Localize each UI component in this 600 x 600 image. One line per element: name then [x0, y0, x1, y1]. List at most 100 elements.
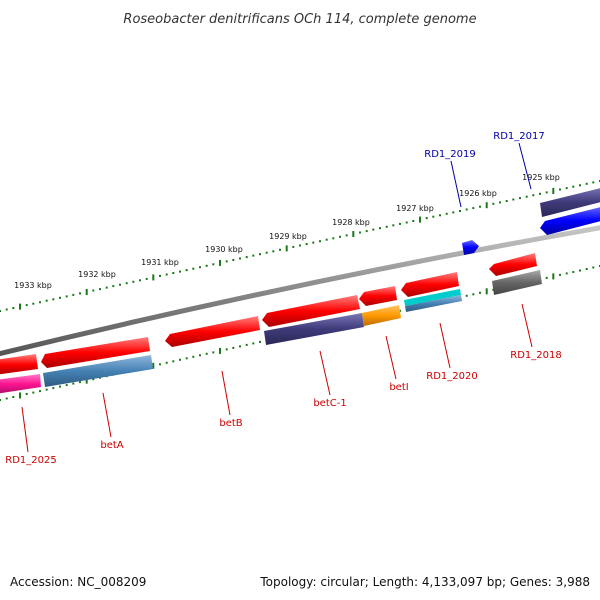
minor-tick — [0, 310, 1, 312]
minor-tick — [245, 343, 248, 346]
cds-arrow-betb — [165, 316, 260, 347]
minor-tick — [212, 263, 215, 266]
minor-tick — [192, 355, 195, 358]
minor-tick — [252, 254, 255, 257]
feature-bar-cyan — [404, 289, 461, 306]
minor-tick — [39, 301, 41, 304]
minor-tick — [592, 181, 595, 184]
minor-tick — [292, 245, 295, 248]
minor-tick — [439, 214, 441, 217]
feature-track-right — [462, 188, 600, 255]
minor-tick — [159, 274, 161, 277]
minor-tick — [505, 200, 508, 202]
minor-tick — [445, 212, 448, 215]
gene-label-beti: betI — [389, 382, 408, 393]
minor-tick — [199, 354, 201, 357]
minor-tick — [45, 388, 48, 391]
kbp-label: 1925 kbp — [522, 173, 560, 182]
minor-tick — [5, 397, 8, 400]
minor-tick — [32, 391, 35, 394]
feature-bar-gray — [492, 270, 542, 295]
minor-tick — [525, 195, 528, 198]
minor-tick — [459, 210, 461, 212]
minor-tick — [559, 273, 561, 276]
minor-tick — [372, 228, 375, 231]
minor-tick — [172, 272, 175, 274]
feature-bar-steel — [43, 355, 153, 387]
minor-tick — [572, 271, 575, 273]
kbp-label: 1933 kbp — [14, 281, 52, 290]
cds-arrow-beta — [41, 337, 150, 368]
kbp-label: 1930 kbp — [205, 245, 243, 254]
feature-bar-pink — [0, 374, 41, 394]
minor-tick — [479, 205, 481, 208]
minor-tick — [305, 243, 308, 246]
minor-tick — [499, 201, 501, 204]
minor-tick — [179, 358, 181, 361]
minor-tick — [232, 346, 235, 349]
minor-tick — [225, 348, 228, 351]
minor-tick — [59, 385, 61, 388]
kbp-label: 1931 kbp — [141, 258, 179, 267]
cds-arrow-beti — [359, 286, 397, 306]
major-tick — [219, 347, 221, 354]
gene-label-betb: betB — [219, 418, 242, 429]
kbp-label: 1926 kbp — [459, 189, 497, 198]
minor-tick — [412, 220, 415, 222]
major-tick — [219, 259, 221, 266]
minor-tick — [325, 238, 328, 241]
minor-tick — [199, 266, 201, 269]
minor-tick — [559, 188, 561, 191]
minor-tick — [172, 360, 175, 363]
minor-tick — [65, 295, 68, 298]
minor-tick — [45, 299, 48, 302]
leader-betb — [221, 370, 231, 416]
minor-tick — [25, 304, 28, 307]
minor-tick — [472, 207, 475, 210]
leader-beti — [385, 335, 397, 380]
leader-rd1-2025 — [21, 406, 29, 453]
gene-label-rd1-2020: RD1_2020 — [426, 371, 477, 382]
gene-label-rd1-2018: RD1_2018 — [510, 350, 561, 361]
minor-tick — [159, 363, 161, 366]
minor-tick — [492, 202, 495, 205]
minor-tick — [205, 264, 208, 267]
minor-tick — [232, 259, 235, 261]
gene-label-rd1-2017: RD1_2017 — [493, 131, 544, 142]
cds-arrow-rd1-2025 — [0, 354, 38, 375]
minor-tick — [205, 352, 208, 355]
leader-rd1-2020 — [439, 322, 451, 369]
minor-tick — [565, 187, 568, 190]
minor-tick — [5, 308, 8, 311]
gene-label-rd1-2025: RD1_2025 — [5, 455, 56, 466]
major-tick — [485, 288, 488, 295]
cds-track-upper — [0, 253, 537, 375]
kbp-label: 1928 kbp — [332, 218, 370, 227]
minor-tick — [239, 257, 241, 260]
major-tick — [485, 202, 488, 209]
minor-tick — [385, 225, 388, 228]
minor-tick — [125, 282, 128, 285]
gene-labels: RD1_2025 betA betB betC-1 betI RD1_2020 … — [5, 131, 561, 466]
leader-rd1-2019 — [450, 160, 462, 208]
minor-tick — [339, 235, 341, 238]
minor-tick — [472, 293, 475, 296]
minor-tick — [72, 382, 75, 385]
minor-tick — [165, 361, 168, 364]
minor-tick — [252, 342, 255, 345]
minor-tick — [465, 294, 468, 297]
minor-tick — [92, 289, 95, 292]
minor-tick — [245, 256, 248, 259]
minor-tick — [479, 291, 481, 294]
cds-arrow-betc1 — [262, 295, 360, 327]
major-tick — [419, 216, 421, 223]
major-tick — [152, 274, 155, 281]
minor-tick — [452, 211, 455, 214]
minor-tick — [59, 296, 61, 299]
minor-tick — [72, 293, 75, 296]
minor-tick — [225, 260, 228, 263]
topology-text: Topology: circular; Length: 4,133,097 bp… — [259, 575, 590, 589]
minor-tick — [139, 279, 141, 282]
minor-tick — [572, 185, 575, 188]
major-tick — [85, 377, 88, 384]
